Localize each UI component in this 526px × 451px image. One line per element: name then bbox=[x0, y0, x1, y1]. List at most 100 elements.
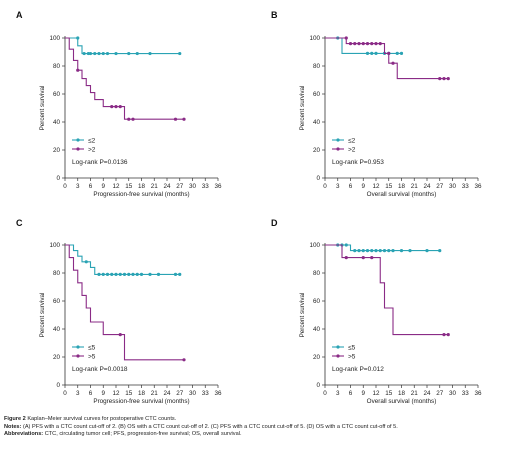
series-low-censor-mark bbox=[391, 249, 395, 253]
x-tick-label: 0 bbox=[63, 390, 67, 397]
x-tick-label: 21 bbox=[151, 183, 159, 190]
x-axis-title: Progression-free survival (months) bbox=[93, 191, 189, 198]
x-tick-label: 12 bbox=[372, 183, 380, 190]
x-tick-label: 6 bbox=[89, 390, 93, 397]
legend-label: >5 bbox=[88, 353, 96, 360]
series-high-censor-mark bbox=[110, 105, 114, 109]
series-low-censor-mark bbox=[438, 249, 442, 253]
legend-label: ≤2 bbox=[88, 137, 96, 144]
y-tick-label: 80 bbox=[53, 63, 61, 70]
x-tick-label: 21 bbox=[411, 183, 419, 190]
x-axis-title: Progression-free survival (months) bbox=[93, 398, 189, 405]
y-tick-label: 0 bbox=[316, 175, 320, 182]
x-tick-label: 9 bbox=[361, 390, 365, 397]
x-tick-label: 6 bbox=[349, 183, 353, 190]
series-high-censor-mark bbox=[387, 51, 391, 56]
x-axis-title: Overall survival (months) bbox=[367, 398, 437, 405]
x-tick-label: 15 bbox=[125, 183, 133, 190]
y-tick-label: 80 bbox=[313, 63, 321, 70]
series-low-censor-mark bbox=[135, 272, 139, 276]
series-low-censor-mark bbox=[365, 249, 370, 253]
series-low-censor-mark bbox=[105, 51, 110, 56]
x-tick-label: 27 bbox=[176, 183, 184, 190]
x-tick-label: 9 bbox=[101, 390, 105, 397]
series-high-censor-mark bbox=[348, 42, 353, 46]
legend-swatch-marker bbox=[336, 147, 340, 151]
caption-notes-text: (A) PFS with a CTC count cut-off of 2. (… bbox=[21, 423, 398, 430]
y-tick-label: 100 bbox=[49, 242, 60, 249]
series-low-censor-mark bbox=[131, 272, 135, 276]
x-tick-label: 30 bbox=[189, 183, 197, 190]
y-tick-label: 40 bbox=[53, 119, 61, 126]
panel-label-b: B bbox=[271, 10, 278, 20]
y-axis-title: Percent survival bbox=[299, 293, 306, 338]
x-tick-label: 9 bbox=[361, 183, 365, 190]
series-low-censor-mark bbox=[101, 51, 105, 56]
caption-notes-line: Notes: (A) PFS with a CTC count cut-off … bbox=[4, 424, 522, 432]
series-high-censor-mark bbox=[446, 333, 450, 337]
series-low-censor-mark bbox=[122, 272, 127, 276]
caption-abbreviations-label: Abbreviations: bbox=[4, 431, 44, 438]
x-tick-label: 0 bbox=[63, 183, 67, 190]
series-high-censor-mark bbox=[438, 77, 442, 81]
y-tick-label: 0 bbox=[56, 382, 60, 389]
caption-abbreviations-line: Abbreviations: CTC, circulating tumor ce… bbox=[4, 431, 522, 439]
x-tick-label: 33 bbox=[202, 183, 210, 190]
series-low-censor-mark bbox=[357, 249, 361, 253]
y-tick-label: 100 bbox=[309, 35, 320, 42]
series-high-censor-mark bbox=[173, 117, 178, 121]
series-low-censor-mark bbox=[408, 249, 412, 253]
x-tick-label: 30 bbox=[449, 183, 457, 190]
caption-figure-text: Kaplan–Meier survival curves for postope… bbox=[25, 416, 177, 422]
series-high-censor-mark bbox=[378, 42, 382, 46]
legend-swatch-marker bbox=[336, 354, 340, 358]
x-tick-label: 3 bbox=[76, 390, 80, 397]
x-tick-label: 24 bbox=[163, 183, 171, 190]
x-tick-label: 0 bbox=[323, 390, 327, 397]
y-tick-label: 80 bbox=[53, 270, 61, 277]
series-high-censor-mark bbox=[365, 42, 370, 46]
series-high-censor-mark bbox=[127, 117, 131, 121]
x-tick-label: 27 bbox=[176, 390, 184, 397]
x-tick-label: 0 bbox=[323, 183, 327, 190]
log-rank-annotation: Log-rank P=0.0018 bbox=[72, 366, 128, 373]
x-tick-label: 12 bbox=[372, 390, 380, 397]
log-rank-annotation: Log-rank P=0.953 bbox=[332, 159, 384, 166]
x-tick-label: 15 bbox=[385, 390, 393, 397]
legend-label: ≤5 bbox=[88, 344, 96, 351]
x-tick-label: 3 bbox=[336, 183, 340, 190]
panel-label-a: A bbox=[16, 10, 23, 20]
series-low-censor-mark bbox=[127, 272, 131, 276]
legend-swatch-marker bbox=[336, 345, 340, 349]
x-tick-label: 33 bbox=[462, 183, 470, 190]
x-tick-label: 21 bbox=[411, 390, 419, 397]
series-high-censor-mark bbox=[114, 105, 118, 109]
y-tick-label: 40 bbox=[313, 326, 321, 333]
series-low-censor-mark bbox=[139, 272, 144, 276]
y-tick-label: 0 bbox=[316, 382, 320, 389]
series-high-curve bbox=[325, 37, 449, 80]
x-tick-label: 9 bbox=[101, 183, 105, 190]
series-high-censor-mark bbox=[131, 117, 135, 121]
series-high-censor-mark bbox=[182, 358, 186, 362]
series-high-curve bbox=[65, 37, 184, 120]
x-tick-label: 18 bbox=[398, 390, 406, 397]
series-high-censor-mark bbox=[442, 333, 446, 337]
series-high-censor-mark bbox=[182, 117, 186, 121]
series-low-censor-mark bbox=[399, 51, 404, 56]
panel-label-c: C bbox=[16, 218, 23, 228]
series-low-curve bbox=[65, 244, 180, 275]
series-high-censor-mark bbox=[344, 256, 348, 260]
y-axis-title: Percent survival bbox=[39, 86, 46, 131]
x-tick-label: 12 bbox=[112, 183, 120, 190]
x-tick-label: 27 bbox=[436, 183, 444, 190]
series-high-censor-mark bbox=[374, 42, 378, 46]
series-low-censor-mark bbox=[178, 272, 182, 276]
series-low-curve bbox=[65, 37, 180, 55]
y-tick-label: 20 bbox=[313, 147, 321, 154]
x-tick-label: 6 bbox=[89, 183, 93, 190]
x-tick-label: 3 bbox=[336, 390, 340, 397]
legend-label: >5 bbox=[348, 353, 356, 360]
